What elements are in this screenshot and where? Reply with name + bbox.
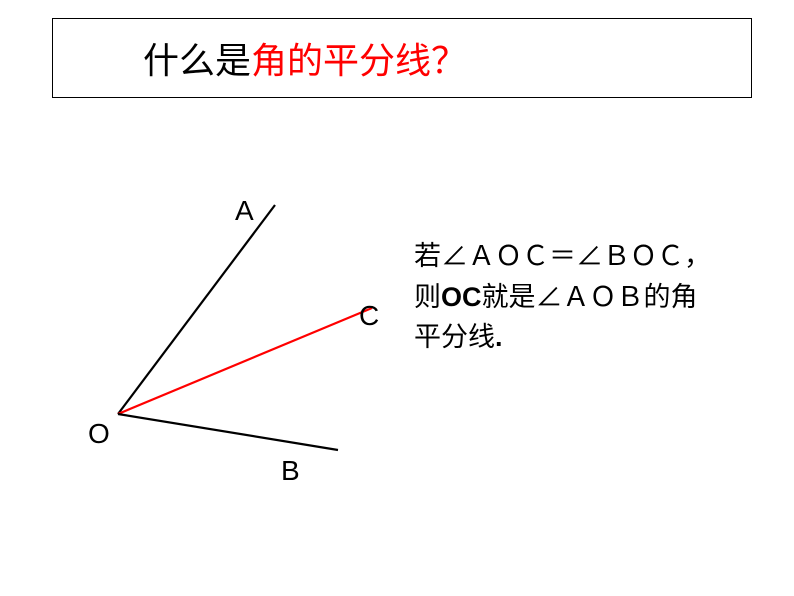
title-prefix: 什么是 (143, 41, 251, 81)
label-C: C (359, 300, 379, 332)
desc-line2-suffix: 就是∠ＡＯＢ的角 (482, 282, 698, 312)
ray-OB (118, 414, 338, 450)
ray-OC-bisector (118, 308, 372, 414)
desc-line2-prefix: 则 (414, 282, 441, 312)
title-highlight: 角的平分线 (251, 41, 431, 81)
angle-diagram (80, 190, 390, 470)
description-text: 若∠ＡＯＣ＝∠ＢＯＣ， 则OC就是∠ＡＯＢ的角 平分线. (414, 236, 774, 358)
title-suffix: ？ (431, 41, 467, 81)
ray-OA (118, 205, 275, 414)
label-B: B (281, 455, 300, 487)
label-O: O (88, 418, 110, 450)
desc-line3-suffix: . (495, 322, 503, 352)
desc-line2-bold: OC (441, 282, 482, 312)
desc-line1: 若∠ＡＯＣ＝∠ＢＯＣ， (414, 241, 711, 271)
label-A: A (235, 195, 254, 227)
title-text: 什么是角的平分线？ (143, 32, 467, 84)
desc-line3: 平分线 (414, 322, 495, 352)
title-box: 什么是角的平分线？ (52, 18, 752, 98)
